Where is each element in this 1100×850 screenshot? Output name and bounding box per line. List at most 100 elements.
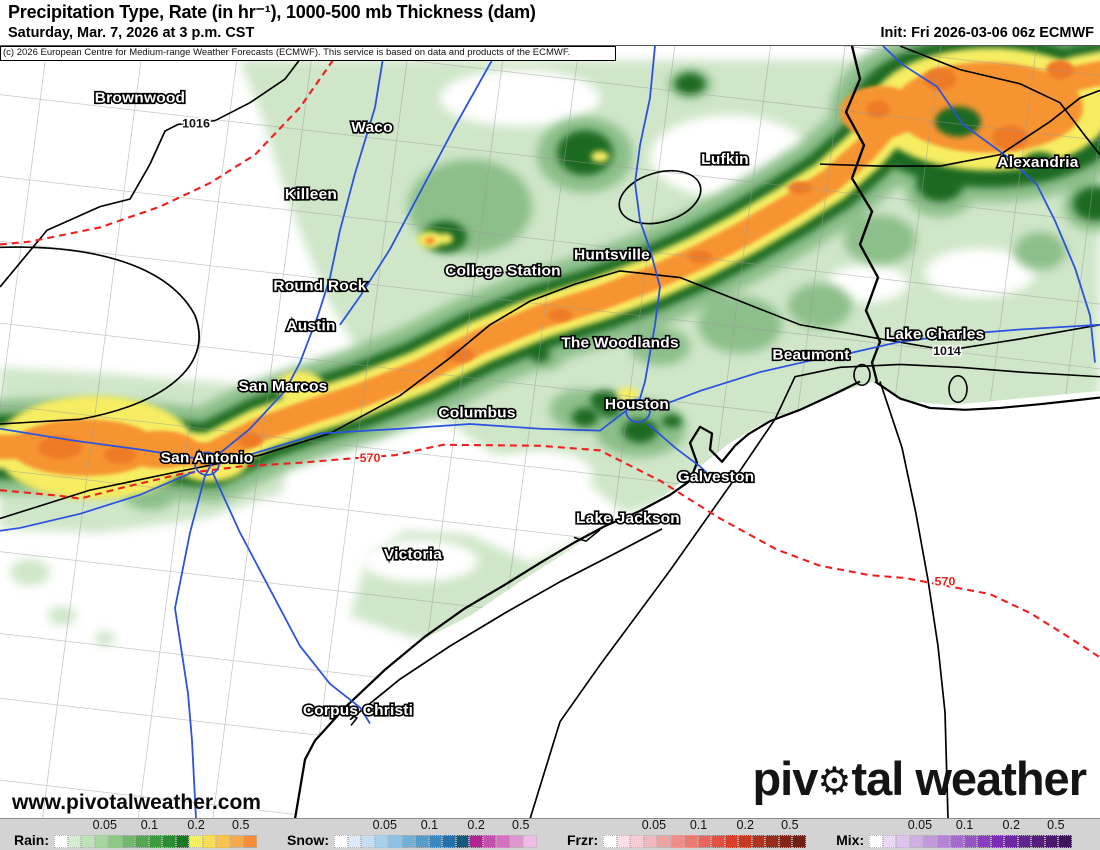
watermark-url[interactable]: www.pivotalweather.com: [12, 791, 261, 814]
legend-swatch: [643, 835, 658, 848]
legend-swatch: [347, 835, 362, 848]
forecast-map: (c) 2026 European Centre for Medium-rang…: [0, 45, 1100, 819]
legend-swatch: [765, 835, 779, 848]
precip-rate-legend: Rain: 0.05 0.1 0.2 0.5 Snow: 0.05 0.1 0.2 0.5 Frzr…: [0, 818, 1100, 850]
legend-tick-value: 0.05: [372, 818, 397, 832]
legend-swatch: [603, 835, 617, 848]
legend-tick-value: 0.05: [641, 818, 667, 832]
legend-label: Rain:: [14, 832, 49, 848]
legend-tick-value: 0.05: [92, 818, 117, 832]
legend-tick-value: 0.1: [420, 818, 439, 832]
legend-swatch: [990, 835, 1005, 848]
legend-swatches: [869, 835, 1072, 848]
legend-tick-value: 0.5: [232, 818, 250, 832]
legend-swatch: [936, 835, 951, 848]
city-label-san-antonio: San Antonio: [161, 450, 254, 467]
legend-swatch: [162, 835, 176, 848]
city-label-huntsville: Huntsville: [574, 247, 650, 264]
legend-swatch: [1044, 835, 1059, 848]
legend-swatch: [469, 835, 483, 848]
legend-scale: 0.05 0.1 0.2 0.5: [869, 818, 1072, 848]
legend-swatch: [216, 835, 230, 848]
city-label-waco: Waco: [351, 119, 393, 136]
legend-swatch: [1017, 835, 1032, 848]
legend-swatch: [909, 835, 924, 848]
legend-swatch: [738, 835, 752, 848]
legend-swatch: [616, 835, 631, 848]
legend-swatch: [724, 835, 739, 848]
copyright-bar: (c) 2026 European Centre for Medium-rang…: [0, 46, 616, 61]
legend-swatch: [869, 835, 883, 848]
city-label-galveston: Galveston: [678, 469, 755, 486]
precipitation-layer: [0, 46, 1100, 648]
legend-swatch: [455, 835, 470, 848]
legend-swatch: [202, 835, 217, 848]
legend-swatch: [54, 835, 68, 848]
city-label-san-marcos: San Marcos: [239, 378, 328, 395]
legend-tick-value: 0.5: [512, 818, 530, 832]
legend-tick-value: 0.2: [187, 818, 205, 832]
legend-swatches: [334, 835, 537, 848]
legend-tick-value: 0.2: [467, 818, 485, 832]
logo-text-left: piv: [752, 752, 818, 805]
city-label-victoria: Victoria: [384, 547, 443, 564]
page-title: Precipitation Type, Rate (in hr⁻¹), 1000…: [8, 2, 536, 22]
legend-swatch: [523, 835, 537, 848]
legend-swatch: [94, 835, 109, 848]
legend-swatch: [896, 835, 910, 848]
contour-label-1016: 1016: [182, 117, 210, 131]
city-label-college-station: College Station: [445, 263, 561, 280]
legend-swatch: [428, 835, 443, 848]
gear-icon: ⚙: [817, 761, 852, 803]
city-label-brownwood: Brownwood: [95, 90, 185, 107]
city-label-houston: Houston: [605, 396, 669, 413]
coastline: [293, 363, 1100, 819]
legend-swatch: [388, 835, 402, 848]
legend-swatch: [401, 835, 416, 848]
city-label-the-woodlands: The Woodlands: [561, 335, 679, 352]
legend-group-rain: Rain: 0.05 0.1 0.2 0.5: [14, 818, 257, 848]
legend-tick-value: 0.05: [907, 818, 933, 832]
legend-swatch: [711, 835, 725, 848]
contour-label-570: 570: [935, 575, 956, 589]
legend-label: Mix:: [836, 832, 865, 848]
legend-scale: 0.05 0.1 0.2 0.5: [334, 818, 537, 848]
isobar-contours: [0, 46, 1100, 819]
legend-swatch: [509, 835, 524, 848]
legend-swatch: [81, 835, 95, 848]
city-label-round-rock: Round Rock: [273, 278, 367, 295]
legend-swatch: [374, 835, 389, 848]
legend-swatch: [229, 835, 244, 848]
legend-swatch: [108, 835, 122, 848]
legend-swatch: [415, 835, 429, 848]
legend-swatch: [1004, 835, 1018, 848]
legend-label: Frzr:: [567, 832, 599, 848]
city-label-killeen: Killeen: [285, 186, 337, 203]
legend-tick-value: 0.1: [140, 818, 159, 832]
legend-swatches: [603, 835, 806, 848]
legend-scale: 0.05 0.1 0.2 0.5: [54, 818, 257, 848]
legend-swatch: [697, 835, 712, 848]
legend-swatch: [657, 835, 671, 848]
legend-swatch: [189, 835, 203, 848]
legend-swatch: [135, 835, 149, 848]
contour-value-labels: 1016 1014 570 570: [181, 115, 963, 590]
logo-text-right: tal weather: [851, 752, 1087, 805]
legend-swatch: [334, 835, 348, 848]
pivotal-weather-logo: piv⚙tal weather: [752, 751, 1087, 806]
legend-swatches: [54, 835, 257, 848]
legend-swatch: [630, 835, 644, 848]
legend-swatch: [963, 835, 978, 848]
legend-swatch: [496, 835, 510, 848]
valid-time-label: Saturday, Mar. 7, 2026 at 3 p.m. CST: [8, 25, 255, 41]
city-label-austin: Austin: [286, 318, 335, 335]
contour-label-1014: 1014: [933, 344, 961, 358]
init-time-label: Init: Fri 2026-03-06 06z ECMWF: [880, 25, 1094, 41]
legend-swatch: [751, 835, 766, 848]
legend-ticks: 0.05 0.1 0.2 0.5: [869, 818, 1072, 834]
legend-swatch: [950, 835, 964, 848]
legend-tick-value: 0.1: [955, 818, 974, 832]
legend-tick-value: 0.5: [781, 818, 799, 832]
thickness-contour-570: [0, 59, 1100, 659]
legend-swatch: [923, 835, 937, 848]
